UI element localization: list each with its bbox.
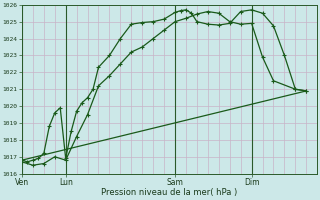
X-axis label: Pression niveau de la mer( hPa ): Pression niveau de la mer( hPa ) [101,188,238,197]
